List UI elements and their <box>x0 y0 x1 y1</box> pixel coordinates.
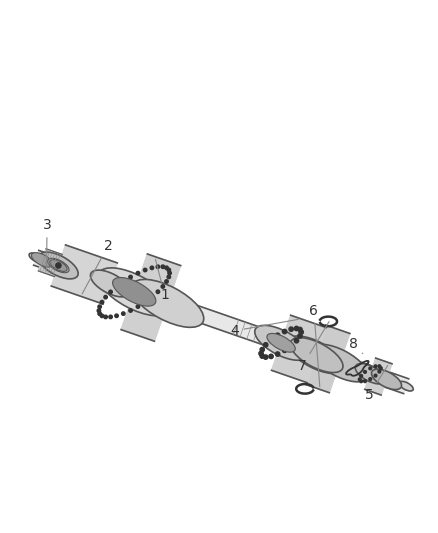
Text: 8: 8 <box>349 337 363 353</box>
Circle shape <box>165 280 168 283</box>
Circle shape <box>294 338 299 343</box>
Circle shape <box>156 290 159 294</box>
Circle shape <box>122 312 125 316</box>
Circle shape <box>276 333 280 337</box>
Circle shape <box>269 354 273 359</box>
Circle shape <box>100 301 104 304</box>
Ellipse shape <box>90 270 130 297</box>
Circle shape <box>289 327 293 332</box>
Text: 1: 1 <box>155 259 169 302</box>
Circle shape <box>167 268 170 272</box>
Circle shape <box>360 380 363 383</box>
Circle shape <box>289 344 293 348</box>
Circle shape <box>369 378 372 381</box>
Ellipse shape <box>287 336 344 374</box>
Text: 3: 3 <box>43 218 51 271</box>
Ellipse shape <box>355 364 385 384</box>
Circle shape <box>165 266 168 270</box>
Circle shape <box>283 329 287 334</box>
Ellipse shape <box>32 253 53 267</box>
Text: 4: 4 <box>230 319 298 338</box>
Circle shape <box>299 330 304 334</box>
Circle shape <box>259 351 263 356</box>
Circle shape <box>276 352 280 356</box>
Ellipse shape <box>48 259 69 273</box>
Ellipse shape <box>399 382 413 391</box>
Circle shape <box>358 378 361 381</box>
Circle shape <box>136 271 140 275</box>
Polygon shape <box>51 245 117 304</box>
Circle shape <box>378 370 381 373</box>
Circle shape <box>129 276 132 279</box>
Ellipse shape <box>29 253 43 263</box>
Circle shape <box>97 309 101 312</box>
Circle shape <box>369 367 372 370</box>
Circle shape <box>150 266 154 270</box>
Ellipse shape <box>267 334 295 352</box>
Circle shape <box>294 326 299 330</box>
Circle shape <box>122 280 125 284</box>
Polygon shape <box>305 325 350 393</box>
Circle shape <box>298 327 302 332</box>
Ellipse shape <box>49 260 67 271</box>
Ellipse shape <box>131 279 204 327</box>
Circle shape <box>104 295 107 299</box>
Circle shape <box>100 314 104 318</box>
Ellipse shape <box>98 268 170 316</box>
Circle shape <box>167 275 170 279</box>
Polygon shape <box>34 251 409 393</box>
Circle shape <box>260 354 265 358</box>
Ellipse shape <box>311 344 368 382</box>
Circle shape <box>109 315 112 319</box>
Circle shape <box>98 305 102 309</box>
Circle shape <box>156 265 159 269</box>
Text: 7: 7 <box>298 321 329 373</box>
Polygon shape <box>272 315 326 383</box>
Circle shape <box>360 375 363 377</box>
Circle shape <box>56 263 61 268</box>
Circle shape <box>364 380 367 383</box>
Ellipse shape <box>255 325 307 360</box>
Circle shape <box>98 312 102 316</box>
Ellipse shape <box>290 338 343 373</box>
Circle shape <box>260 348 265 352</box>
Circle shape <box>378 365 381 368</box>
Circle shape <box>115 314 118 318</box>
Circle shape <box>161 285 165 288</box>
Circle shape <box>129 309 132 312</box>
Ellipse shape <box>371 369 402 390</box>
Circle shape <box>269 338 273 342</box>
Text: 5: 5 <box>365 365 388 402</box>
Circle shape <box>104 315 107 319</box>
Circle shape <box>115 285 118 288</box>
Ellipse shape <box>39 252 78 279</box>
Polygon shape <box>38 249 62 277</box>
Circle shape <box>264 343 268 347</box>
Polygon shape <box>121 254 180 341</box>
Circle shape <box>264 355 268 359</box>
Circle shape <box>161 265 165 269</box>
Circle shape <box>283 348 287 352</box>
Circle shape <box>143 268 147 272</box>
Circle shape <box>379 367 382 369</box>
Circle shape <box>109 290 112 294</box>
Circle shape <box>150 295 154 298</box>
Text: 2: 2 <box>82 239 113 294</box>
Circle shape <box>136 305 140 308</box>
Circle shape <box>168 271 171 275</box>
Circle shape <box>298 334 302 338</box>
Circle shape <box>374 365 377 368</box>
Circle shape <box>143 300 147 304</box>
Circle shape <box>374 374 377 377</box>
Circle shape <box>364 370 367 373</box>
Text: 6: 6 <box>309 304 320 387</box>
Ellipse shape <box>113 278 156 306</box>
Polygon shape <box>365 358 392 395</box>
